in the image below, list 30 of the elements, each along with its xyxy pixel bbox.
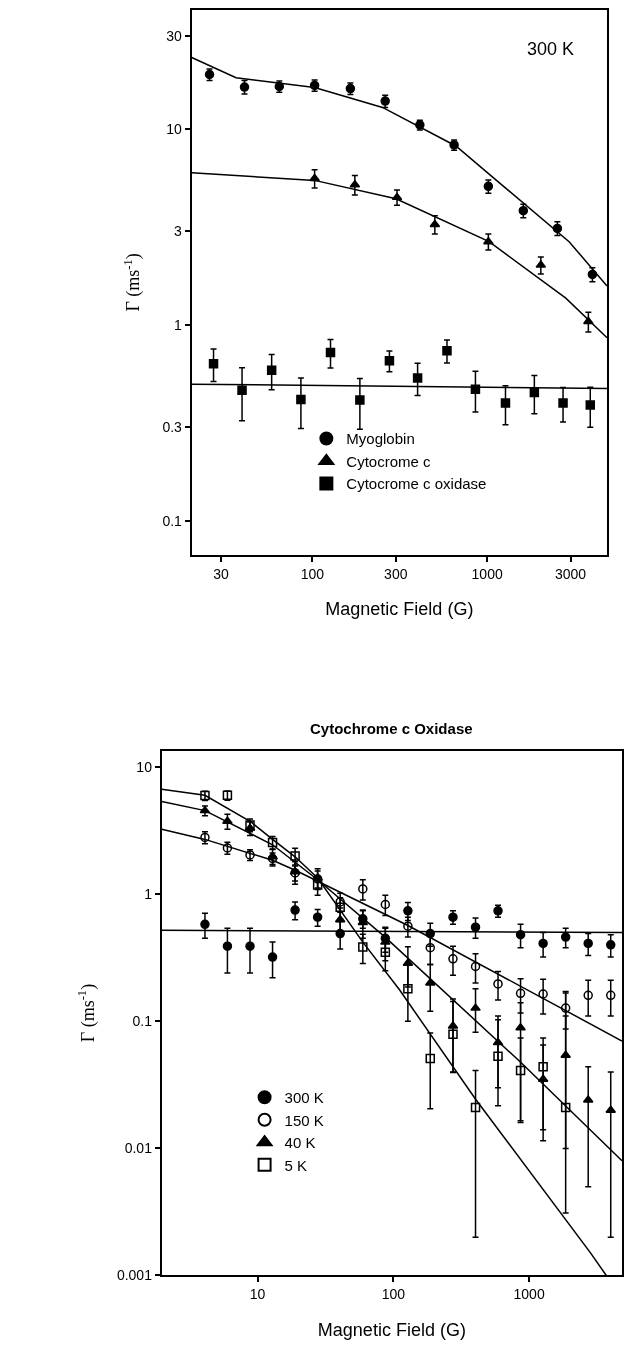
x-axis-title: Magnetic Field (G) <box>317 1319 466 1340</box>
x-tick-label: 3000 <box>554 565 587 582</box>
chart-title: Cytochrome c Oxidase <box>310 720 473 737</box>
x-tick-label: 1000 <box>513 1286 545 1303</box>
y-tick-label: 0.001 <box>116 1267 153 1284</box>
legend-label: 150 K <box>284 1111 324 1129</box>
y-tick-label: 10 <box>166 120 183 137</box>
y-tick-label: 1 <box>174 316 183 333</box>
legend-label: 5 K <box>284 1156 308 1174</box>
x-tick-label: 1000 <box>471 565 503 582</box>
y-tick-label: 3 <box>174 223 183 240</box>
y-tick-label: 0.3 <box>162 419 183 436</box>
y-tick-label: 1 <box>144 886 153 903</box>
x-axis-title: Magnetic Field (G) <box>325 599 474 620</box>
x-tick-label: 10 <box>249 1286 266 1303</box>
y-tick-label: 0.1 <box>132 1013 153 1030</box>
legend-label: 300 K <box>284 1089 324 1107</box>
y-tick-label: 30 <box>166 27 183 44</box>
x-tick-label: 100 <box>381 1286 406 1303</box>
y-tick-label: 0.01 <box>124 1140 153 1157</box>
x-tick-label: 100 <box>300 565 325 582</box>
legend-label: Cytocrome c <box>346 452 432 470</box>
annotation: 300 K <box>527 39 575 59</box>
x-tick-label: 30 <box>213 565 229 582</box>
legend-label: Myoglobin <box>346 430 415 448</box>
y-tick-label: 0.1 <box>162 512 183 529</box>
legend-label: Cytocrome c oxidase <box>346 475 487 493</box>
legend-label: 40 K <box>284 1134 316 1152</box>
y-tick-label: 10 <box>136 759 153 776</box>
x-tick-label: 300 <box>384 565 408 582</box>
